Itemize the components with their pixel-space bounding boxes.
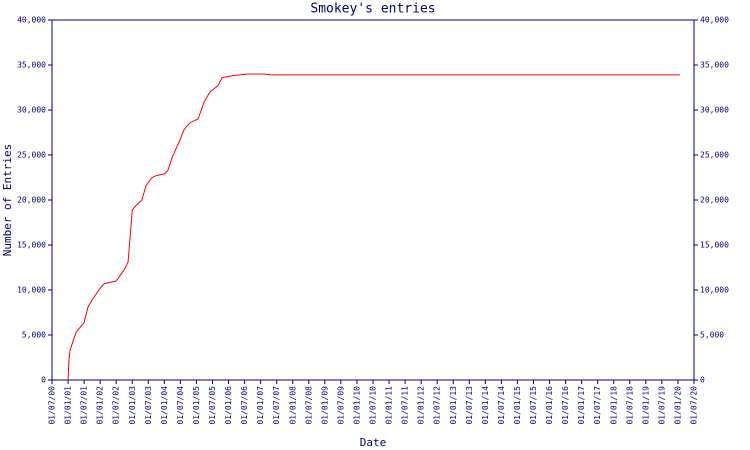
y-tick-label: 5,000 [22,331,46,340]
x-tick-label: 01/07/05 [208,386,217,425]
x-tick-label: 01/07/15 [529,386,538,425]
y2-tick-label: 30,000 [700,106,729,115]
y-axis-label: Number of Entries [1,144,14,257]
y2-tick-label: 15,000 [700,241,729,250]
x-tick-label: 01/01/04 [160,386,169,425]
x-tick-label: 01/01/03 [128,386,137,425]
y2-tick-label: 40,000 [700,16,729,25]
y-tick-label: 25,000 [17,151,46,160]
x-tick-label: 01/01/16 [545,386,554,425]
x-tick-label: 01/07/20 [690,386,699,425]
y2-tick-label: 10,000 [700,286,729,295]
x-tick-label: 01/01/15 [513,386,522,425]
y-tick-label: 10,000 [17,286,46,295]
x-tick-label: 01/01/14 [481,386,490,425]
x-tick-label: 01/07/17 [593,386,602,425]
x-tick-label: 01/07/06 [240,386,249,425]
x-tick-label: 01/07/19 [657,386,666,425]
x-tick-label: 01/01/01 [64,386,73,425]
data-line [67,73,680,381]
y-tick-label: 0 [41,376,46,385]
x-tick-label: 01/01/11 [385,386,394,425]
x-tick-label: 01/07/01 [80,386,89,425]
y-tick-label: 40,000 [17,16,46,25]
y-tick-label: 20,000 [17,196,46,205]
x-tick-label: 01/01/20 [673,386,682,425]
x-tick-label: 01/07/02 [112,386,121,425]
y-tick-label: 15,000 [17,241,46,250]
y2-tick-label: 35,000 [700,61,729,70]
x-tick-label: 01/01/09 [320,386,329,425]
x-tick-label: 01/07/16 [561,386,570,425]
x-tick-label: 01/07/13 [465,386,474,425]
x-tick-label: 01/07/09 [336,386,345,425]
x-tick-label: 01/07/03 [144,386,153,425]
x-tick-label: 01/07/14 [497,386,506,425]
x-tick-label: 01/01/17 [577,386,586,425]
y2-tick-label: 0 [700,376,705,385]
chart-title: Smokey's entries [310,2,435,17]
x-tick-label: 01/07/18 [625,386,634,425]
x-tick-label: 01/01/02 [96,386,105,425]
x-tick-label: 01/01/18 [609,386,618,425]
y-tick-label: 30,000 [17,106,46,115]
x-axis-label: Date [360,436,387,449]
y2-tick-label: 25,000 [700,151,729,160]
y2-tick-label: 5,000 [700,331,724,340]
x-tick-label: 01/01/12 [417,386,426,425]
x-tick-label: 01/01/13 [449,386,458,425]
x-tick-label: 01/07/10 [369,386,378,425]
x-tick-label: 01/07/11 [401,386,410,425]
x-tick-label: 01/07/08 [304,386,313,425]
x-tick-label: 01/07/07 [272,386,281,425]
y2-tick-label: 20,000 [700,196,729,205]
x-tick-label: 01/01/10 [352,386,361,425]
x-tick-label: 01/01/07 [256,386,265,425]
x-tick-label: 01/07/00 [48,386,57,425]
x-tick-label: 01/01/05 [192,386,201,425]
x-tick-label: 01/01/19 [641,386,650,425]
x-tick-label: 01/07/12 [433,386,442,425]
x-tick-label: 01/01/06 [224,386,233,425]
x-tick-label: 01/01/08 [288,386,297,425]
y-tick-label: 35,000 [17,61,46,70]
x-tick-label: 01/07/04 [176,386,185,425]
